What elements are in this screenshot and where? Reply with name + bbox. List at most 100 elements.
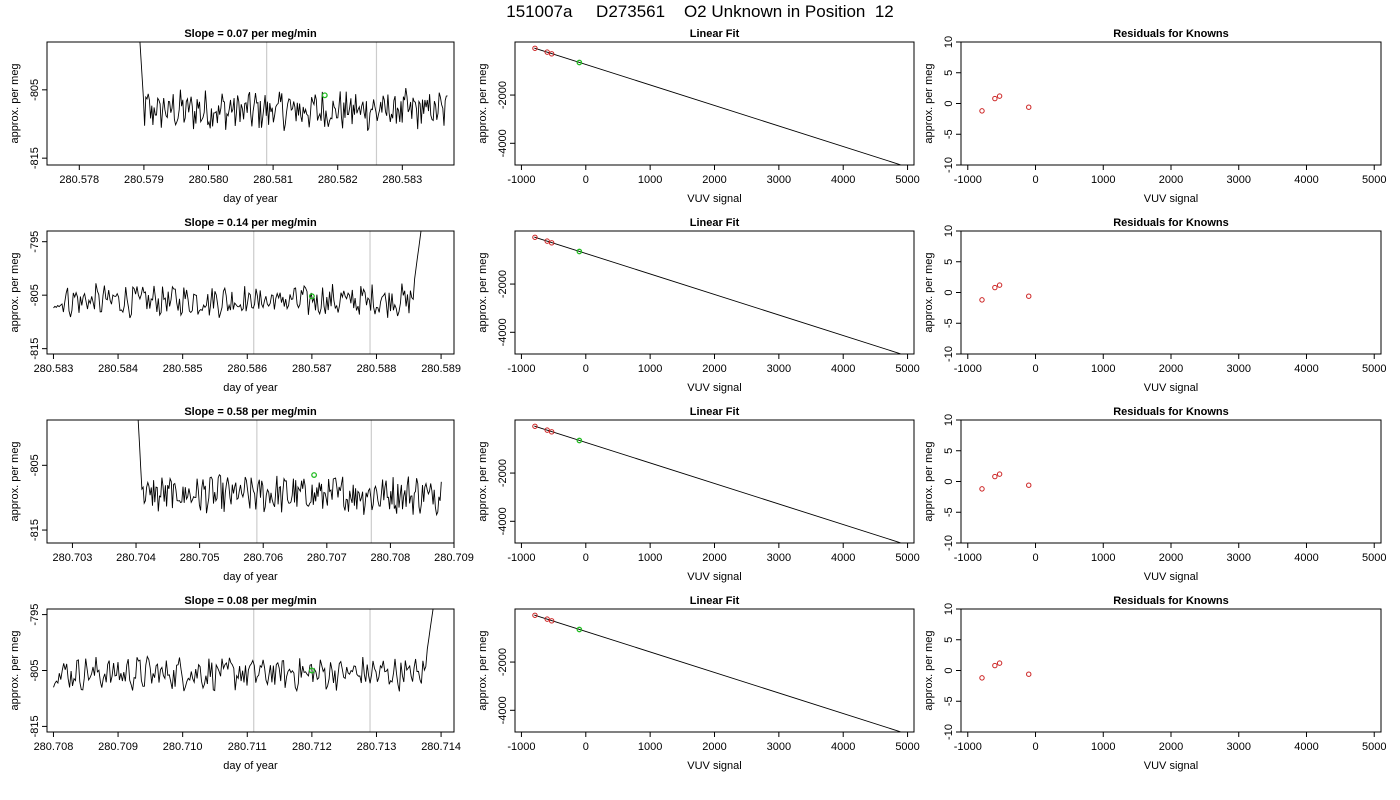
panel-3-linear_fit-title: Linear Fit xyxy=(690,595,740,607)
panel-1-residuals-xlabel: VUV signal xyxy=(1144,382,1198,394)
y-tick-label: 10 xyxy=(943,36,955,48)
x-tick-label: -1000 xyxy=(954,174,982,186)
y-tick-label: -815 xyxy=(29,147,41,169)
x-tick-label: 3000 xyxy=(767,174,791,186)
x-tick-label: 280.580 xyxy=(189,174,229,186)
panel-1-linear_fit-title: Linear Fit xyxy=(690,217,740,229)
x-tick-label: 280.579 xyxy=(124,174,164,186)
known-point xyxy=(532,45,538,51)
x-tick-label: 0 xyxy=(583,552,589,564)
panel-0-residuals-frame xyxy=(960,41,1382,166)
data-trace xyxy=(53,231,422,319)
panel-0-residuals-title: Residuals for Knowns xyxy=(1113,28,1229,40)
panel-2-residuals-marks xyxy=(979,471,1032,492)
panel-3-residuals xyxy=(956,608,1382,737)
fit-line xyxy=(534,614,902,732)
y-tick-label: -4000 xyxy=(497,696,509,724)
panel-2-linear_fit-xlabel: VUV signal xyxy=(687,571,741,583)
panel-3-residuals-frame xyxy=(960,608,1382,733)
x-tick-label: 4000 xyxy=(831,552,855,564)
x-tick-label: 5000 xyxy=(1362,552,1386,564)
y-tick-label: -5 xyxy=(943,318,955,328)
x-tick-label: 280.588 xyxy=(357,363,397,375)
panel-1-residuals xyxy=(956,230,1382,359)
known-point xyxy=(532,423,538,429)
panel-1-timeseries-xlabel: day of year xyxy=(223,382,278,394)
x-tick-label: 4000 xyxy=(1294,552,1318,564)
y-tick-label: -5 xyxy=(943,507,955,517)
x-tick-label: 3000 xyxy=(1226,363,1250,375)
residual-point xyxy=(979,108,985,114)
residual-point xyxy=(992,95,998,102)
x-tick-label: 280.708 xyxy=(34,741,74,753)
x-tick-label: 0 xyxy=(1032,363,1038,375)
panel-3-timeseries-title: Slope = 0.08 per meg/min xyxy=(184,595,317,607)
y-tick-label: -4000 xyxy=(497,129,509,157)
x-tick-label: 1000 xyxy=(638,552,662,564)
panel-2-timeseries xyxy=(42,419,455,548)
panel-1-timeseries-title: Slope = 0.14 per meg/min xyxy=(184,217,317,229)
y-tick-label: 10 xyxy=(943,603,955,615)
x-tick-label: -1000 xyxy=(954,552,982,564)
panel-3-linear_fit xyxy=(510,608,915,737)
panel-3-timeseries-marks xyxy=(53,609,434,732)
residual-point xyxy=(996,660,1003,666)
panel-1-linear_fit-xlabel: VUV signal xyxy=(687,382,741,394)
panel-1-linear_fit-marks xyxy=(532,234,902,354)
x-tick-label: 1000 xyxy=(638,741,662,753)
unknown-sample-point xyxy=(311,472,318,478)
x-tick-label: 280.584 xyxy=(98,363,138,375)
y-tick-label: 10 xyxy=(943,225,955,237)
x-tick-label: 1000 xyxy=(638,363,662,375)
unknown-sample-point xyxy=(576,59,583,66)
panel-3-residuals-ylabel: approx. per meg xyxy=(923,630,935,710)
page-title: 151007a D273561 O2 Unknown in Position 1… xyxy=(506,2,894,21)
x-tick-label: 2000 xyxy=(702,741,726,753)
panel-3-linear_fit-ylabel: approx. per meg xyxy=(477,630,489,710)
panel-3-timeseries-frame xyxy=(46,608,455,733)
x-tick-label: 4000 xyxy=(1294,174,1318,186)
panel-1-residuals-frame xyxy=(960,230,1382,355)
x-tick-label: 280.714 xyxy=(421,741,461,753)
panel-2-residuals-frame xyxy=(960,419,1382,544)
x-tick-label: 280.582 xyxy=(318,174,358,186)
panel-2-residuals-title: Residuals for Knowns xyxy=(1113,406,1229,418)
unknown-sample-point xyxy=(308,293,315,300)
known-point xyxy=(548,51,555,57)
panel-2-residuals-ylabel: approx. per meg xyxy=(923,441,935,521)
panel-3-timeseries xyxy=(42,608,455,737)
x-tick-label: -1000 xyxy=(507,552,535,564)
x-tick-label: 280.710 xyxy=(163,741,203,753)
x-tick-label: 5000 xyxy=(895,741,919,753)
panel-0-residuals-xlabel: VUV signal xyxy=(1144,193,1198,205)
residual-point xyxy=(996,93,1003,99)
x-tick-label: 1000 xyxy=(1091,174,1115,186)
x-tick-label: -1000 xyxy=(507,741,535,753)
panel-2-linear_fit-ylabel: approx. per meg xyxy=(477,441,489,521)
y-tick-label: -4000 xyxy=(497,507,509,535)
x-tick-label: 2000 xyxy=(702,174,726,186)
panel-0-timeseries-title: Slope = 0.07 per meg/min xyxy=(184,28,317,40)
panel-3-residuals-marks xyxy=(979,660,1032,681)
panel-0-linear_fit-marks xyxy=(532,45,902,165)
panel-1-residuals-ylabel: approx. per meg xyxy=(923,252,935,332)
x-tick-label: 2000 xyxy=(1159,174,1183,186)
residual-point xyxy=(979,675,985,681)
y-tick-label: -5 xyxy=(943,696,955,706)
x-tick-label: 2000 xyxy=(702,552,726,564)
panel-1-residuals-title: Residuals for Knowns xyxy=(1113,217,1229,229)
y-tick-label: -815 xyxy=(29,338,41,360)
panel-1-linear_fit-ylabel: approx. per meg xyxy=(477,252,489,332)
y-tick-label: 10 xyxy=(943,414,955,426)
x-tick-label: 280.578 xyxy=(59,174,99,186)
x-tick-label: 280.583 xyxy=(34,363,74,375)
x-tick-label: 0 xyxy=(583,363,589,375)
x-tick-label: 280.708 xyxy=(371,552,411,564)
x-tick-label: 5000 xyxy=(1362,363,1386,375)
known-point xyxy=(544,616,550,622)
residual-point xyxy=(996,282,1003,288)
unknown-sample-point xyxy=(576,248,583,255)
panel-0-timeseries-marks xyxy=(139,42,448,165)
x-tick-label: 1000 xyxy=(638,174,662,186)
panel-2-residuals xyxy=(956,419,1382,548)
